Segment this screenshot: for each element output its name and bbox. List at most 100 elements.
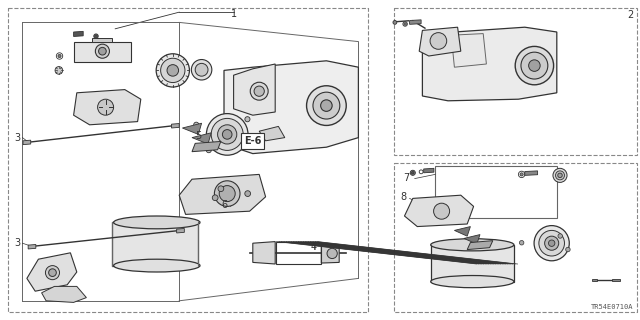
Polygon shape <box>234 64 275 115</box>
Polygon shape <box>422 27 557 101</box>
Polygon shape <box>177 228 184 233</box>
Circle shape <box>548 240 555 246</box>
Circle shape <box>95 44 109 58</box>
Circle shape <box>321 100 332 111</box>
Polygon shape <box>74 42 131 62</box>
Circle shape <box>167 65 179 76</box>
Circle shape <box>206 148 211 153</box>
Polygon shape <box>321 244 339 263</box>
Circle shape <box>156 54 189 87</box>
Polygon shape <box>419 27 461 56</box>
Circle shape <box>520 241 524 245</box>
Ellipse shape <box>114 259 200 272</box>
Polygon shape <box>467 241 493 250</box>
Polygon shape <box>27 253 77 291</box>
Circle shape <box>250 82 268 100</box>
Circle shape <box>194 122 199 127</box>
Polygon shape <box>28 244 36 249</box>
Text: E-6: E-6 <box>244 136 262 146</box>
Circle shape <box>45 266 60 280</box>
Circle shape <box>245 117 250 122</box>
Circle shape <box>191 60 212 80</box>
Polygon shape <box>192 141 221 152</box>
Text: 4: 4 <box>310 242 317 252</box>
Circle shape <box>434 203 449 219</box>
Circle shape <box>556 171 564 180</box>
Circle shape <box>214 181 240 206</box>
Text: 3: 3 <box>14 132 20 143</box>
Circle shape <box>95 35 97 37</box>
Circle shape <box>245 191 251 196</box>
Circle shape <box>307 86 346 125</box>
Circle shape <box>212 195 218 201</box>
Polygon shape <box>179 174 266 214</box>
Polygon shape <box>42 286 86 302</box>
Circle shape <box>393 20 397 24</box>
Text: TR54E0710A: TR54E0710A <box>591 304 634 310</box>
Circle shape <box>206 114 248 155</box>
Circle shape <box>218 125 237 144</box>
Circle shape <box>553 168 567 182</box>
Circle shape <box>58 54 61 58</box>
Circle shape <box>539 230 564 256</box>
Polygon shape <box>182 123 202 134</box>
Polygon shape <box>74 90 141 125</box>
Circle shape <box>99 47 106 55</box>
Polygon shape <box>253 242 275 264</box>
Text: 7: 7 <box>403 172 410 183</box>
Circle shape <box>195 63 208 76</box>
Polygon shape <box>451 34 486 67</box>
Circle shape <box>410 170 415 175</box>
Polygon shape <box>464 235 480 244</box>
Polygon shape <box>404 195 474 227</box>
Circle shape <box>55 67 63 74</box>
Circle shape <box>94 34 99 38</box>
Polygon shape <box>525 171 538 175</box>
Polygon shape <box>612 279 620 281</box>
Polygon shape <box>224 61 358 154</box>
Polygon shape <box>410 20 421 24</box>
Circle shape <box>430 33 447 49</box>
Circle shape <box>412 172 414 174</box>
Circle shape <box>404 23 406 25</box>
Circle shape <box>327 248 337 259</box>
Polygon shape <box>92 38 112 42</box>
Circle shape <box>219 186 236 202</box>
Circle shape <box>545 236 559 250</box>
Polygon shape <box>23 140 31 145</box>
Circle shape <box>211 118 243 150</box>
Circle shape <box>558 234 563 238</box>
Ellipse shape <box>114 216 200 229</box>
Circle shape <box>515 46 554 85</box>
Circle shape <box>254 86 264 96</box>
Ellipse shape <box>431 239 514 251</box>
Polygon shape <box>424 168 434 173</box>
Circle shape <box>566 247 570 252</box>
Circle shape <box>529 60 540 71</box>
Polygon shape <box>74 31 83 36</box>
Circle shape <box>534 226 570 261</box>
Circle shape <box>49 269 56 276</box>
Circle shape <box>161 58 185 83</box>
Polygon shape <box>192 133 211 144</box>
Polygon shape <box>431 245 514 282</box>
Text: 2: 2 <box>627 10 634 20</box>
Text: 3: 3 <box>14 238 20 248</box>
Circle shape <box>98 99 114 115</box>
Text: 8: 8 <box>400 192 406 202</box>
Polygon shape <box>454 227 470 236</box>
Circle shape <box>520 173 524 176</box>
Circle shape <box>218 186 224 192</box>
Polygon shape <box>592 279 597 281</box>
Polygon shape <box>112 222 198 266</box>
Circle shape <box>558 173 563 178</box>
Polygon shape <box>259 126 285 141</box>
Circle shape <box>257 140 262 146</box>
Ellipse shape <box>431 276 514 288</box>
Text: 5: 5 <box>195 131 202 141</box>
Circle shape <box>313 92 340 119</box>
Text: 1: 1 <box>230 9 237 19</box>
Polygon shape <box>172 124 179 128</box>
Circle shape <box>521 52 548 79</box>
Circle shape <box>223 130 232 139</box>
